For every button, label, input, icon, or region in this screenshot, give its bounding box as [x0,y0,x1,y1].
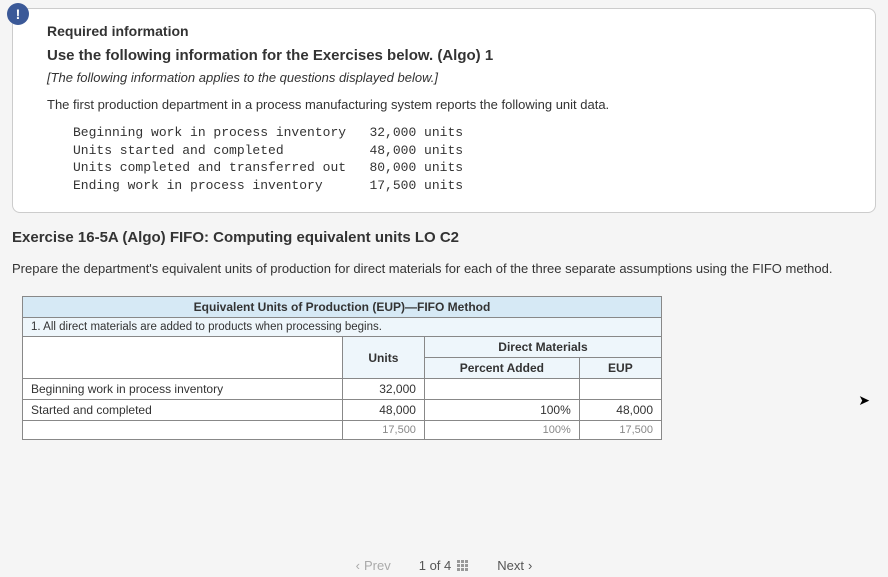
next-label: Next [497,558,524,573]
grid-icon [457,560,469,572]
applies-note: [The following information applies to th… [47,70,855,85]
blank-corner [23,337,343,379]
next-button[interactable]: Next › [497,558,532,573]
table-row-cutoff: 17,500 100% 17,500 [23,421,662,440]
chevron-right-icon: › [528,558,532,573]
eup-table: Equivalent Units of Production (EUP)—FIF… [22,296,662,440]
col-units-header: Units [342,337,424,379]
row-label[interactable]: Started and completed [23,400,343,421]
intro-text: The first production department in a pro… [47,97,855,112]
chevron-left-icon: ‹ [356,558,360,573]
table-main-header: Equivalent Units of Production (EUP)—FIF… [23,297,662,318]
row-eup-cut[interactable]: 17,500 [579,421,661,440]
page-counter[interactable]: 1 of 4 [419,558,470,573]
use-heading: Use the following information for the Ex… [47,47,855,64]
row-percent-cut[interactable]: 100% [424,421,579,440]
col-percent-header: Percent Added [424,358,579,379]
prev-label: Prev [364,558,391,573]
prev-button[interactable]: ‹ Prev [356,558,391,573]
col-eup-header: EUP [579,358,661,379]
exercise-title: Exercise 16-5A (Algo) FIFO: Computing eq… [12,229,876,246]
row-units-cut[interactable]: 17,500 [342,421,424,440]
row-units[interactable]: 32,000 [342,379,424,400]
counter-text: 1 of 4 [419,558,452,573]
row-eup[interactable]: 48,000 [579,400,661,421]
row-eup[interactable] [579,379,661,400]
group-direct-materials: Direct Materials [424,337,661,358]
nav-bar: ‹ Prev 1 of 4 Next › [0,558,888,573]
unit-data-block: Beginning work in process inventory 32,0… [73,124,855,194]
row-percent[interactable] [424,379,579,400]
table-row: Beginning work in process inventory 32,0… [23,379,662,400]
required-heading: Required information [47,23,855,39]
cursor-icon: ➤ [858,392,870,409]
row-percent[interactable]: 100% [424,400,579,421]
row-label[interactable]: Beginning work in process inventory [23,379,343,400]
exercise-instruction: Prepare the department's equivalent unit… [12,260,876,278]
row-units[interactable]: 48,000 [342,400,424,421]
alert-icon: ! [7,3,29,25]
required-info-panel: ! Required information Use the following… [12,8,876,213]
assumption-label: 1. All direct materials are added to pro… [23,318,662,337]
table-row: Started and completed 48,000 100% 48,000 [23,400,662,421]
row-label-cut[interactable] [23,421,343,440]
